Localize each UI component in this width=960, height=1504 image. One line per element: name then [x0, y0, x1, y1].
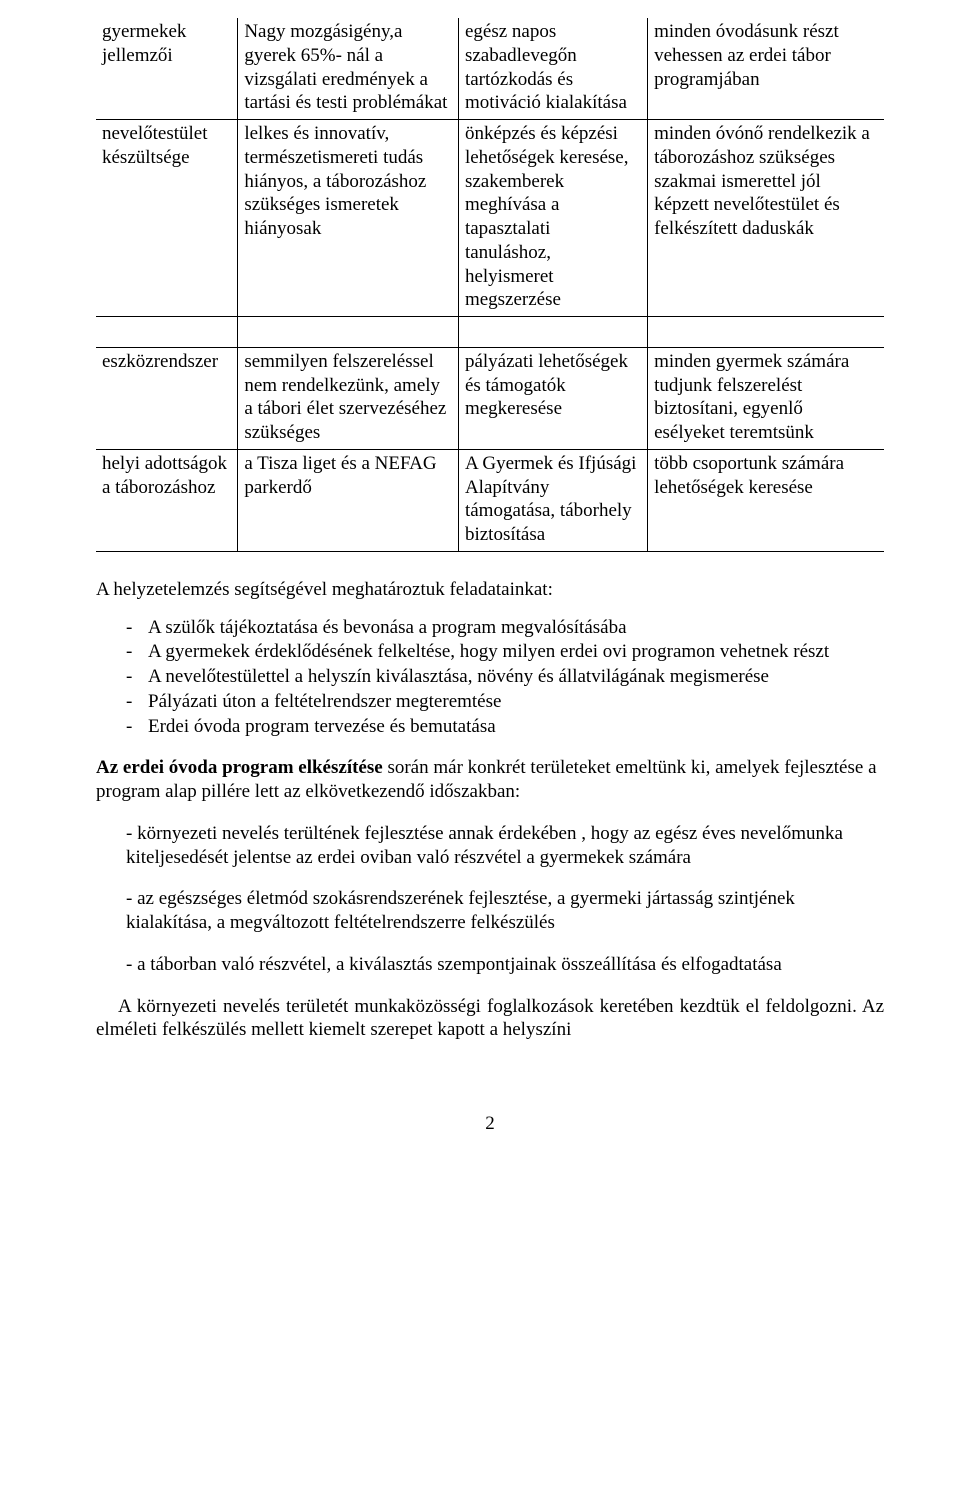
table-cell: lelkes és innovatív, természetismereti t…: [238, 120, 459, 317]
table-spacer: [96, 317, 238, 348]
table-cell: a Tisza liget és a NEFAG parkerdő: [238, 449, 459, 551]
task-item: A gyermekek érdeklődésének felkeltése, h…: [96, 640, 884, 664]
task-item: A nevelőtestülettel a helyszín kiválaszt…: [96, 665, 884, 689]
indent-bullet-2: - az egészséges életmód szokásrendszerén…: [96, 887, 884, 935]
page-number: 2: [96, 1112, 884, 1136]
indent-bullet-1: - környezeti nevelés terültének fejleszt…: [96, 822, 884, 870]
table-cell: több csoportunk számára lehetőségek kere…: [648, 449, 884, 551]
table-spacer: [648, 317, 884, 348]
table-cell: A Gyermek és Ifjúsági Alapítvány támogat…: [458, 449, 647, 551]
table-cell: Nagy mozgásigény,a gyerek 65%- nál a viz…: [238, 18, 459, 120]
table-cell: egész napos szabadlevegőn tartózkodás és…: [458, 18, 647, 120]
task-item: Erdei óvoda program tervezése és bemutat…: [96, 715, 884, 739]
program-lead: Az erdei óvoda program elkészítése során…: [96, 756, 884, 804]
table-cell: minden óvodásunk részt vehessen az erdei…: [648, 18, 884, 120]
table-cell: minden gyermek számára tudjunk felszerel…: [648, 347, 884, 449]
tasks-list: A szülők tájékoztatása és bevonása a pro…: [96, 616, 884, 739]
program-lead-bold: Az erdei óvoda program elkészítése: [96, 757, 383, 778]
task-item: A szülők tájékoztatása és bevonása a pro…: [96, 616, 884, 640]
closing-paragraph: A környezeti nevelés területét munkaközö…: [96, 995, 884, 1043]
intro-paragraph: A helyzetelemzés segítségével meghatároz…: [96, 578, 884, 602]
task-item: Pályázati úton a feltételrendszer megter…: [96, 690, 884, 714]
table-cell: minden óvónő rendelkezik a táborozáshoz …: [648, 120, 884, 317]
table-cell: semmilyen felszereléssel nem rendelkezün…: [238, 347, 459, 449]
table-cell: pályázati lehetőségek és támogatók megke…: [458, 347, 647, 449]
table-cell: helyi adottságok a táborozáshoz: [96, 449, 238, 551]
table-cell: nevelőtestület készültsége: [96, 120, 238, 317]
table-cell: önképzés és képzési lehetőségek keresése…: [458, 120, 647, 317]
table-spacer: [238, 317, 459, 348]
analysis-table: gyermekek jellemzőiNagy mozgásigény,a gy…: [96, 18, 884, 552]
table-cell: gyermekek jellemzői: [96, 18, 238, 120]
indent-bullet-3: - a táborban való részvétel, a kiválaszt…: [96, 953, 884, 977]
table-cell: eszközrendszer: [96, 347, 238, 449]
table-spacer: [458, 317, 647, 348]
